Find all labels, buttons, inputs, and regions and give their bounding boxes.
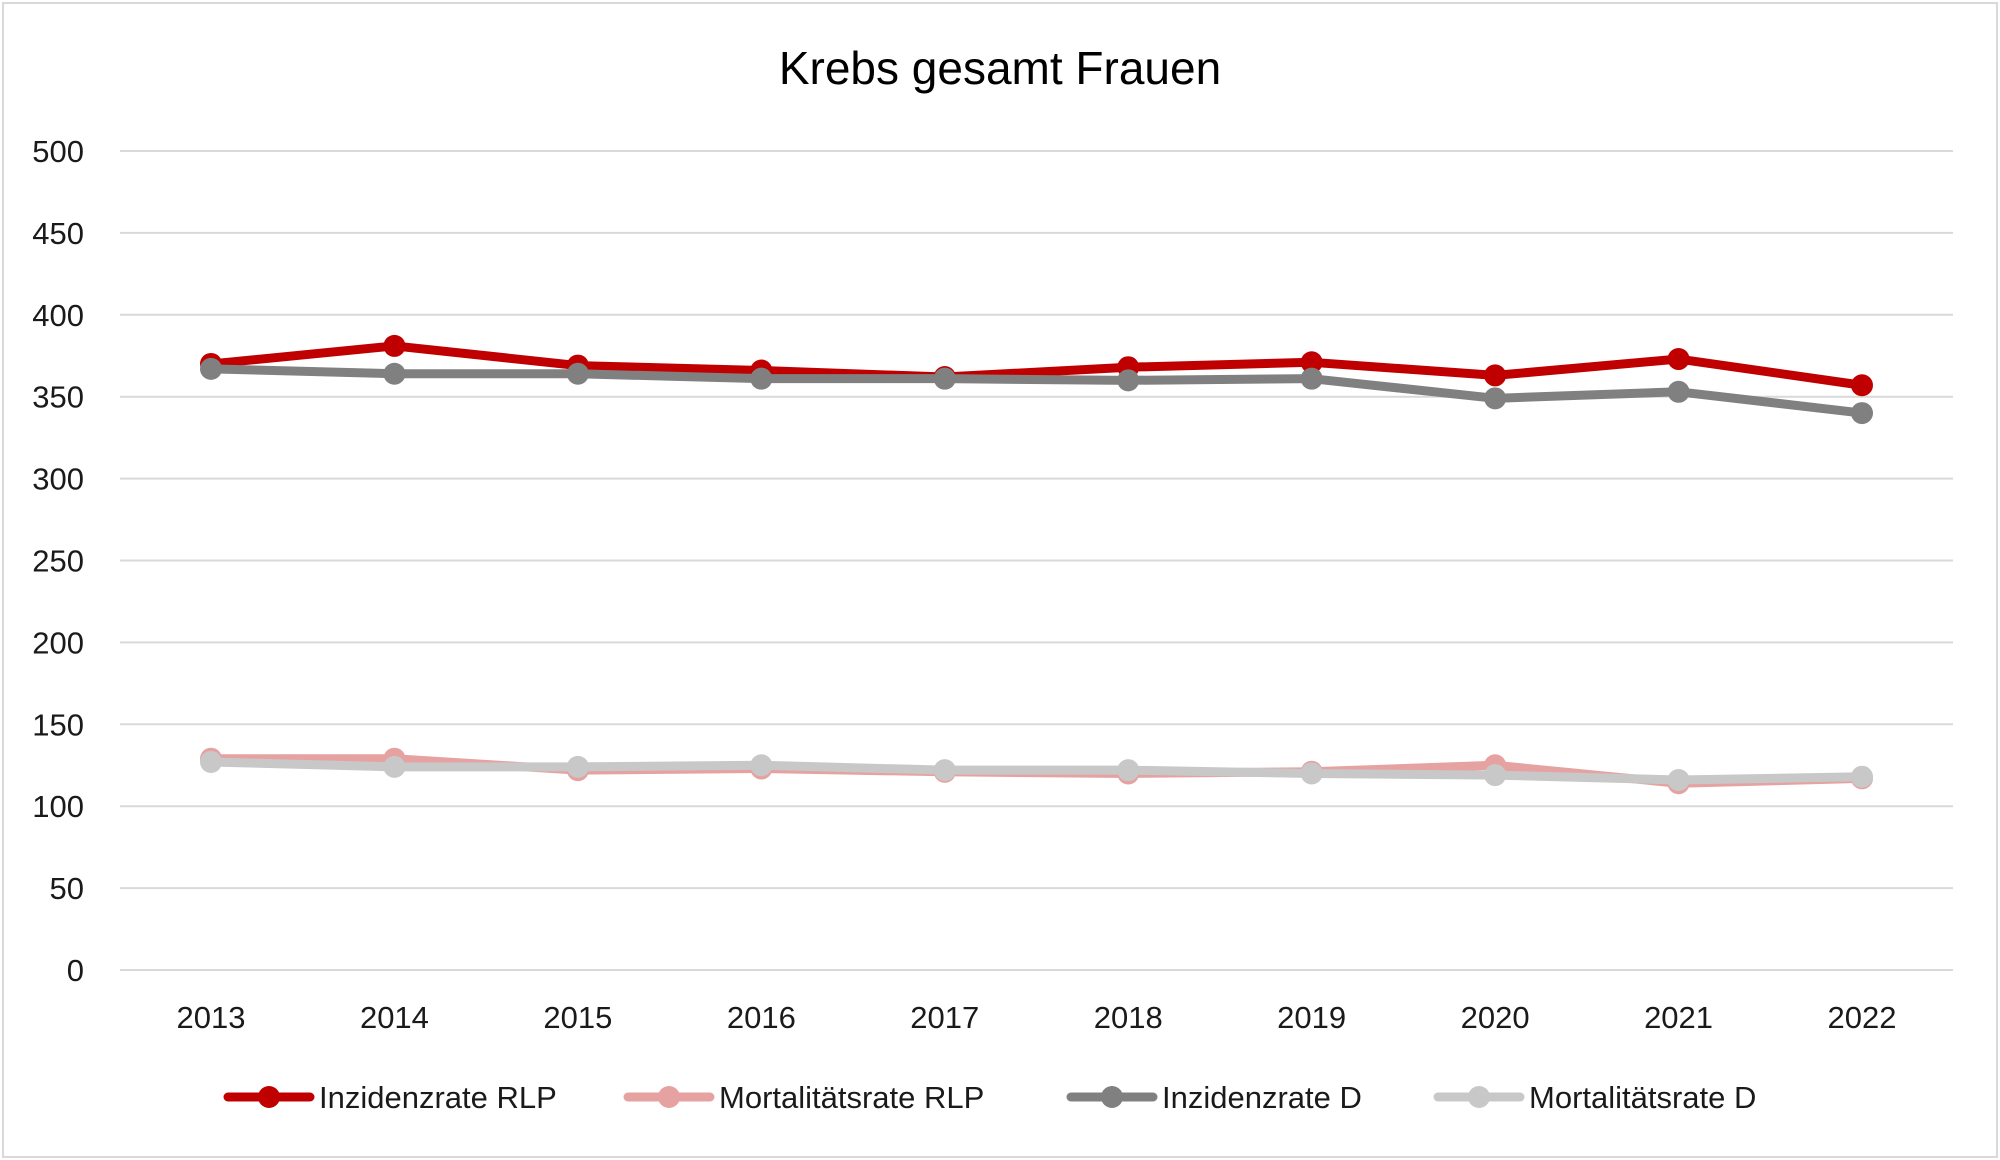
legend-entry: Inzidenzrate D <box>1066 1080 1362 1115</box>
legend-entry: Mortalitätsrate RLP <box>623 1080 984 1115</box>
x-tick-label: 2018 <box>1094 1000 1163 1035</box>
x-tick-label: 2022 <box>1828 1000 1897 1035</box>
series-lines <box>200 334 1873 795</box>
x-tick-label: 2013 <box>177 1000 246 1035</box>
data-point <box>383 362 406 385</box>
data-point <box>1300 351 1323 374</box>
gridlines <box>120 150 1953 971</box>
data-point <box>750 754 773 777</box>
x-tick-label: 2015 <box>543 1000 612 1035</box>
series-line <box>206 341 1867 390</box>
y-tick-label: 100 <box>32 789 84 824</box>
legend-entry: Inzidenzrate RLP <box>223 1080 557 1115</box>
data-point <box>1851 402 1873 425</box>
data-point <box>1117 759 1140 782</box>
x-tick-label: 2021 <box>1644 1000 1713 1035</box>
data-point <box>933 367 956 390</box>
data-point <box>1484 364 1507 387</box>
series-mortalit-tsrate-d <box>200 750 1873 791</box>
data-point <box>1300 367 1323 390</box>
legend-swatch-marker <box>1468 1086 1490 1108</box>
legend: Inzidenzrate RLP Mortalitätsrate RLP Inzid… <box>223 1080 1756 1115</box>
legend-entry: Mortalitätsrate D <box>1433 1080 1756 1115</box>
y-tick-label: 500 <box>32 134 84 169</box>
x-tick-label: 2020 <box>1461 1000 1530 1035</box>
x-tick-label: 2019 <box>1277 1000 1346 1035</box>
legend-label: Mortalitätsrate D <box>1529 1080 1756 1115</box>
data-point <box>1667 380 1690 403</box>
data-point <box>1484 764 1507 787</box>
data-point <box>750 367 773 390</box>
data-point <box>200 357 222 380</box>
y-tick-label: 400 <box>32 298 84 333</box>
y-tick-label: 150 <box>32 707 84 742</box>
data-point <box>933 759 956 782</box>
data-point <box>1667 768 1690 791</box>
data-point <box>1484 387 1507 410</box>
x-tick-label: 2014 <box>360 1000 429 1035</box>
y-tick-label: 0 <box>67 953 84 988</box>
data-point <box>383 755 406 778</box>
legend-swatch-marker <box>258 1086 280 1108</box>
legend-swatch-marker <box>1101 1086 1123 1108</box>
x-tick-label: 2016 <box>727 1000 796 1035</box>
data-point <box>1300 762 1323 785</box>
y-tick-label: 200 <box>32 625 84 660</box>
data-point <box>200 750 222 773</box>
legend-swatch-marker <box>658 1086 680 1108</box>
series-inzidenzrate-rlp <box>200 334 1873 397</box>
data-point <box>1117 369 1140 392</box>
x-axis: 2013 2014 2015 2016 2017 2018 2019 2020 2021 2022 <box>177 1000 1897 1035</box>
data-point <box>383 334 406 357</box>
legend-label: Inzidenzrate D <box>1162 1080 1362 1115</box>
y-tick-label: 50 <box>50 871 84 906</box>
x-tick-label: 2017 <box>910 1000 979 1035</box>
y-tick-label: 250 <box>32 544 84 579</box>
legend-label: Inzidenzrate RLP <box>319 1080 557 1115</box>
legend-label: Mortalitätsrate RLP <box>719 1080 984 1115</box>
data-point <box>566 362 589 385</box>
y-tick-label: 450 <box>32 216 84 251</box>
y-axis: 0 50 100 150 200 250 300 350 400 450 500 <box>32 134 84 988</box>
y-tick-label: 300 <box>32 462 84 497</box>
chart-title: Krebs gesamt Frauen <box>779 42 1221 94</box>
data-point <box>566 755 589 778</box>
series-line <box>206 364 1867 418</box>
y-tick-label: 350 <box>32 380 84 415</box>
data-point <box>1667 348 1690 371</box>
series-inzidenzrate-d <box>200 357 1873 425</box>
series-line <box>206 757 1867 785</box>
data-point <box>1851 765 1873 788</box>
data-point <box>1851 374 1873 397</box>
